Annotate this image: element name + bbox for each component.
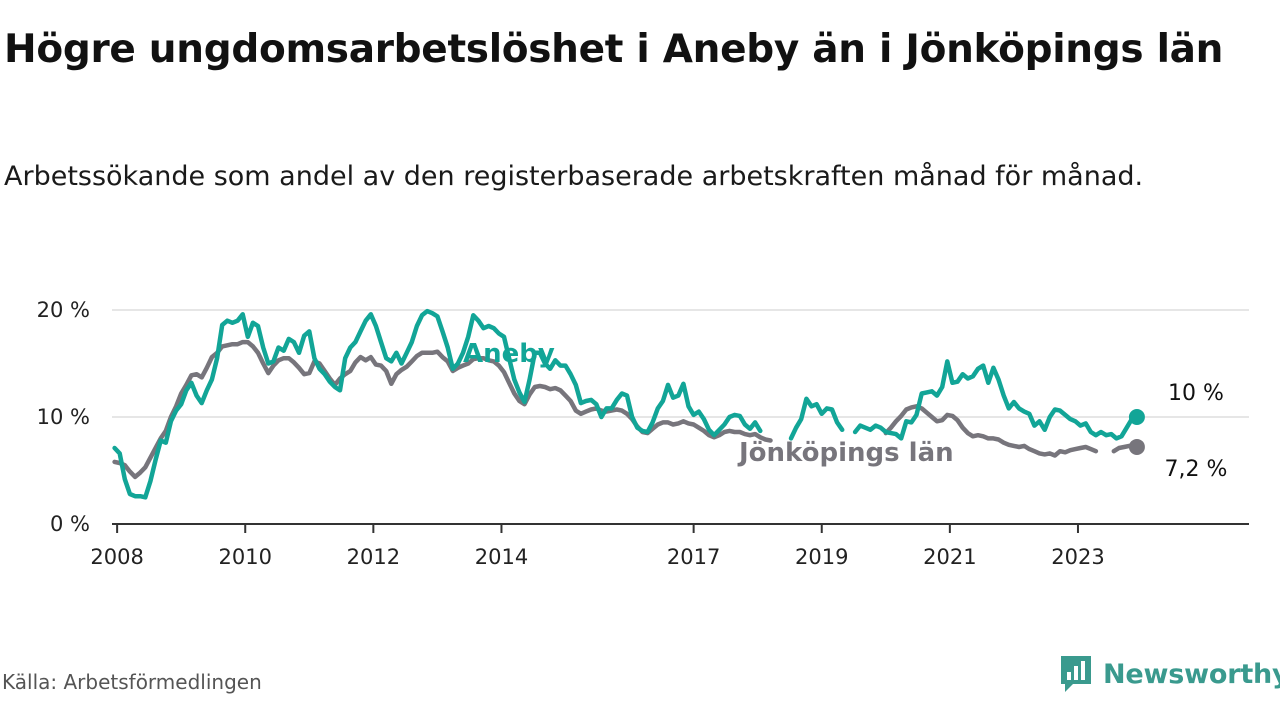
brand-name: Newsworthy [1103,658,1280,690]
end-label-lan: 7,2 % [1165,457,1228,482]
series-line-aneby-2 [788,396,845,441]
series-label-aneby: Aneby [463,339,555,369]
x-tick-label: 2017 [667,545,720,569]
end-point-aneby [1128,409,1145,425]
brand-logo: Newsworthy [1059,654,1280,694]
x-axis-ticks: 2008 2010 2012 2014 2017 2019 2021 2023 [90,524,1105,569]
y-axis-ticks: 0 % 10 % 20 % [37,298,90,536]
y-tick-label: 0 % [50,512,90,536]
series-line-aneby-3 [852,359,1140,441]
y-tick-label: 20 % [37,298,90,322]
x-tick-label: 2019 [795,545,848,569]
x-tick-label: 2010 [219,545,272,569]
x-tick-label: 2023 [1051,545,1104,569]
chart-subtitle: Arbetssökande som andel av den registerb… [4,161,1144,192]
gridlines [112,309,1249,525]
newsworthy-icon [1061,656,1091,692]
series-label-lan: Jönköpings län [737,438,954,468]
series [112,308,1145,500]
source-note: Källa: Arbetsförmedlingen [2,670,262,694]
x-tick-label: 2012 [347,545,400,569]
x-tick-label: 2021 [923,545,976,569]
chart-title: Högre ungdomsarbetslöshet i Aneby än i J… [4,27,1224,72]
x-tick-label: 2008 [90,545,143,569]
series-line-lan-1 [112,339,773,480]
end-point-lan [1128,438,1145,455]
x-tick-label: 2014 [475,545,528,569]
line-chart: 0 % 10 % 20 % 2008 2010 2012 2014 2017 2019 2021… [37,298,1249,569]
y-tick-label: 10 % [37,405,90,429]
series-line-aneby-1 [112,308,763,500]
series-labels: Aneby Jönköpings län 10 % 7,2 % [463,339,1227,482]
series-line-lan-2 [883,404,1099,458]
end-label-aneby: 10 % [1168,381,1224,406]
